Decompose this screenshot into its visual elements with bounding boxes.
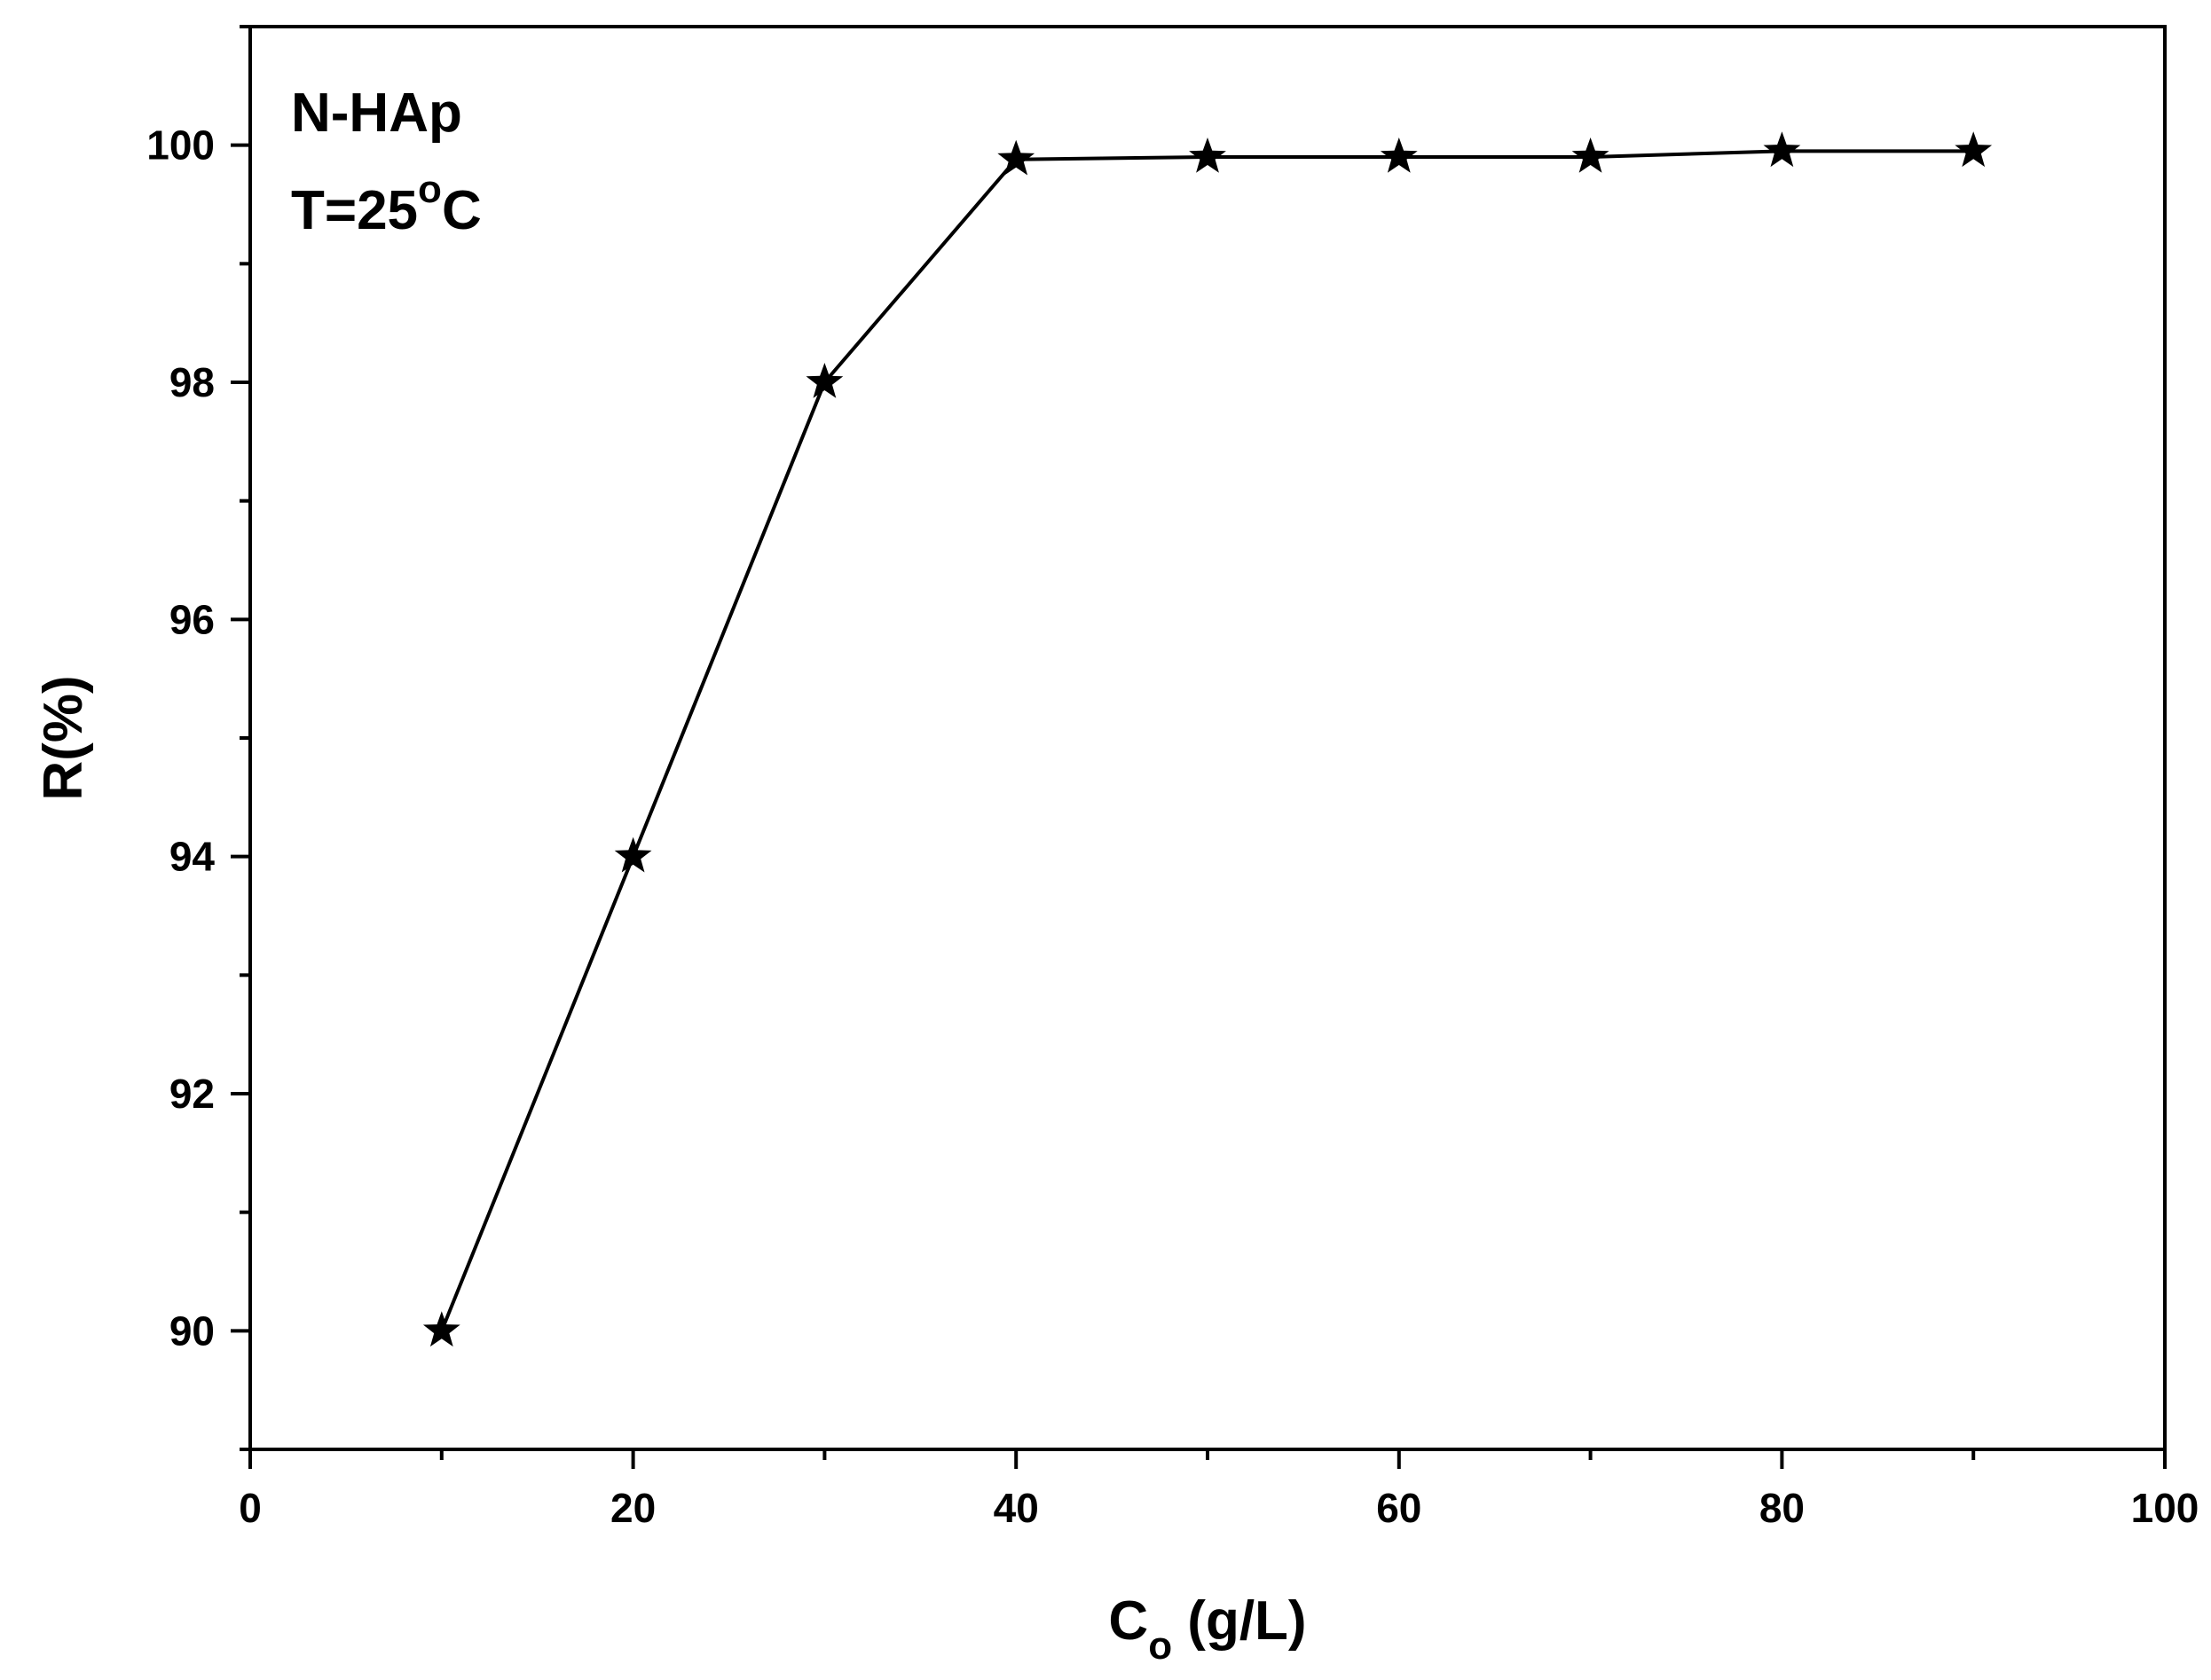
x-tick-label: 80 (1759, 1485, 1805, 1531)
y-tick-label: 96 (169, 596, 215, 642)
x-axis-title: Co (g/L) (1108, 1590, 1306, 1668)
y-tick-label: 98 (169, 359, 215, 405)
axis-ticks (231, 25, 2167, 1469)
x-tick-label: 0 (239, 1485, 262, 1531)
data-point-marker (1189, 137, 1226, 173)
annotation-temperature: T=25oC (291, 168, 482, 241)
y-tick-labels: 90 92 94 96 98 100 (146, 122, 215, 1354)
y-tick-label: 92 (169, 1071, 215, 1117)
y-tick-label: 90 (169, 1307, 215, 1354)
series-line (439, 149, 1974, 1332)
data-point-marker (1763, 131, 1801, 168)
x-tick-labels: 0 20 40 60 80 100 (239, 1485, 2199, 1531)
y-tick-label: 94 (169, 834, 216, 880)
data-point-marker (422, 1311, 460, 1347)
data-point-marker (1380, 137, 1418, 173)
x-tick-label: 100 (2131, 1485, 2199, 1531)
data-point-marker (1955, 131, 1993, 168)
annotation-sample: N-HAp (291, 82, 462, 144)
y-tick-label: 100 (146, 122, 215, 169)
data-point-marker (806, 363, 844, 398)
series-markers (422, 131, 1993, 1347)
data-point-marker (997, 139, 1035, 176)
y-axis-title: R(%) (33, 675, 94, 800)
x-tick-label: 40 (994, 1485, 1039, 1531)
x-tick-label: 60 (1376, 1485, 1421, 1531)
data-point-marker (1571, 137, 1609, 173)
plot-frame (248, 25, 2167, 1451)
x-tick-label: 20 (610, 1485, 656, 1531)
data-point-marker (614, 836, 652, 873)
